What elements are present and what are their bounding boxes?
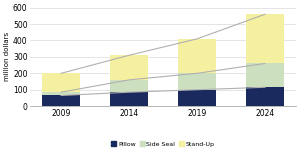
Bar bbox=[110, 92, 148, 106]
Bar bbox=[246, 87, 284, 106]
Bar bbox=[42, 73, 80, 92]
Bar bbox=[246, 63, 284, 87]
Bar bbox=[178, 39, 216, 73]
Bar bbox=[178, 73, 216, 90]
Bar bbox=[110, 80, 148, 92]
Bar bbox=[110, 55, 148, 80]
Bar bbox=[246, 14, 284, 63]
Legend: Pillow, Side Seal, Stand-Up: Pillow, Side Seal, Stand-Up bbox=[109, 139, 218, 149]
Y-axis label: million dollars: million dollars bbox=[4, 32, 10, 81]
Bar bbox=[42, 92, 80, 95]
Bar bbox=[178, 90, 216, 106]
Bar bbox=[42, 95, 80, 106]
